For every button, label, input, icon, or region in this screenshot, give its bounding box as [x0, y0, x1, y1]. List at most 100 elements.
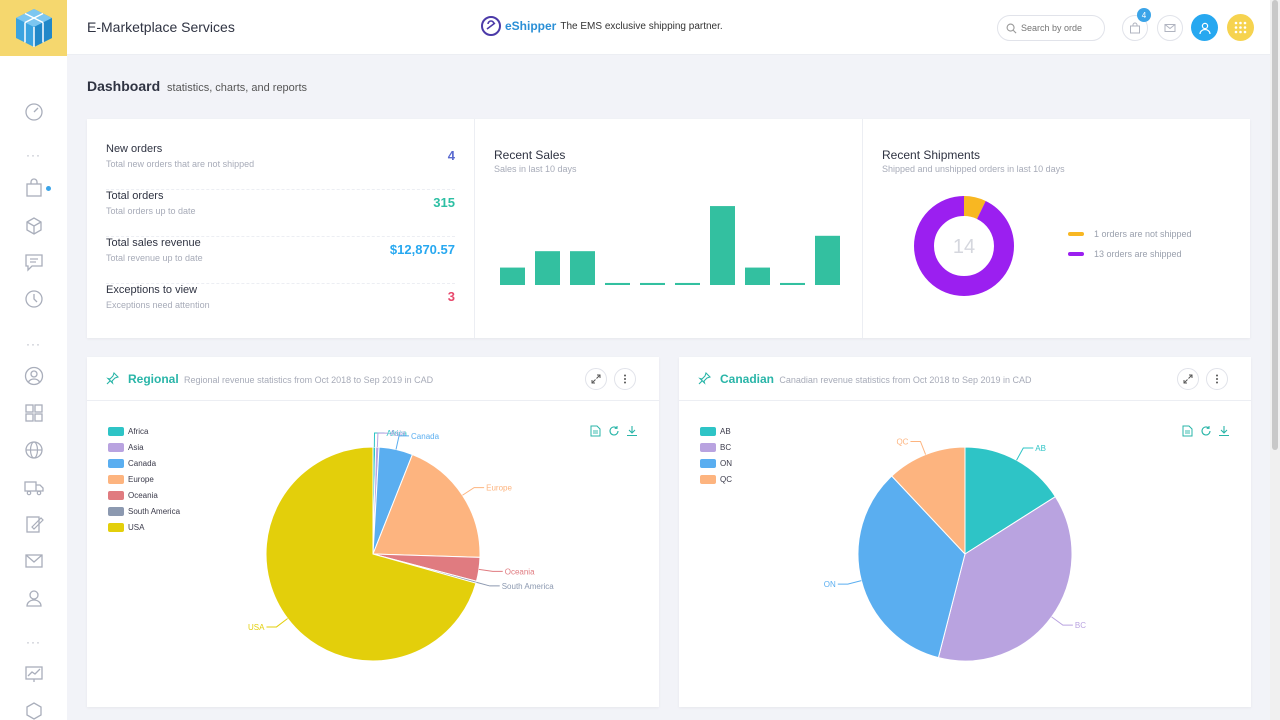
- kpi-total-orders[interactable]: Total orders Total orders up to date 315: [106, 190, 455, 237]
- legend-item-qc[interactable]: QC: [700, 471, 732, 487]
- edit-document-icon[interactable]: [0, 514, 67, 534]
- section-divider: ···: [26, 337, 41, 351]
- kpi-subtitle: Total new orders that are not shipped: [106, 159, 255, 169]
- pie-label-qc: QC: [896, 437, 908, 446]
- page-scrollbar[interactable]: [1270, 0, 1280, 720]
- box-icon[interactable]: [0, 700, 67, 720]
- globe-icon[interactable]: [0, 440, 67, 460]
- stats-card: New orders Total new orders that are not…: [87, 119, 1250, 338]
- legend-item-africa[interactable]: Africa: [108, 423, 180, 439]
- sales-bar-3[interactable]: [570, 251, 595, 285]
- pie-leader-line: [910, 440, 927, 455]
- legend-swatch: [700, 426, 716, 436]
- kpi-value: 315: [433, 195, 455, 210]
- kpi-new-orders[interactable]: New orders Total new orders that are not…: [106, 143, 455, 190]
- pin-icon[interactable]: [106, 372, 119, 385]
- sales-bar-4[interactable]: [605, 282, 630, 285]
- legend-item-ab[interactable]: AB: [700, 423, 732, 439]
- regional-panel-header: Regional Regional revenue statistics fro…: [87, 357, 659, 401]
- pie-slice-on[interactable]: [857, 475, 966, 659]
- legend-item-south-america[interactable]: South America: [108, 503, 180, 519]
- legend-label: USA: [128, 522, 145, 532]
- legend-item-oceania[interactable]: Oceania: [108, 487, 180, 503]
- kpi-title: Total orders: [106, 190, 164, 202]
- download-button[interactable]: [1217, 424, 1230, 437]
- sales-bar-2[interactable]: [535, 251, 560, 285]
- apps-menu-button[interactable]: [1227, 14, 1254, 41]
- legend-item-on[interactable]: ON: [700, 455, 732, 471]
- legend-item-bc[interactable]: BC: [700, 439, 732, 455]
- legend-label: Asia: [128, 442, 144, 452]
- pie-slice-usa[interactable]: [265, 446, 477, 662]
- refresh-button[interactable]: [1199, 424, 1212, 437]
- pie-slice-bc[interactable]: [937, 495, 1073, 662]
- export-document-button[interactable]: [1181, 424, 1194, 437]
- dashboard-icon[interactable]: [0, 101, 67, 121]
- more-options-button[interactable]: [1206, 368, 1228, 390]
- contacts-icon[interactable]: [0, 588, 67, 608]
- mail-button[interactable]: [1157, 15, 1183, 41]
- pin-icon[interactable]: [698, 372, 711, 385]
- user-circle-icon[interactable]: [0, 366, 67, 386]
- user-avatar[interactable]: [1191, 14, 1218, 41]
- expand-icon: [1183, 374, 1193, 384]
- legend-swatch: [108, 490, 124, 500]
- legend-item-usa[interactable]: USA: [108, 519, 180, 535]
- shopping-bag-icon[interactable]: [0, 178, 67, 198]
- document-icon: [590, 425, 601, 436]
- pie-leader-line: [373, 432, 385, 448]
- kpi-exceptions[interactable]: Exceptions to view Exceptions need atten…: [106, 284, 455, 331]
- sales-bar-1[interactable]: [500, 267, 525, 285]
- message-icon[interactable]: [0, 252, 67, 272]
- sales-bar-8[interactable]: [745, 267, 770, 285]
- package-icon[interactable]: [0, 215, 67, 235]
- download-icon: [1218, 425, 1229, 436]
- mail-icon[interactable]: [0, 551, 67, 571]
- reports-icon[interactable]: [0, 664, 67, 684]
- expand-button[interactable]: [1177, 368, 1199, 390]
- cube-logo-icon: [15, 9, 52, 47]
- pie-slice-ab[interactable]: [964, 446, 1057, 555]
- partner-banner[interactable]: eShipper The EMS exclusive shipping part…: [481, 16, 723, 36]
- cart-button[interactable]: 4: [1122, 8, 1151, 41]
- app-logo[interactable]: [0, 0, 67, 56]
- legend-item-asia[interactable]: Asia: [108, 439, 180, 455]
- sales-bar-10[interactable]: [815, 235, 840, 285]
- refresh-button[interactable]: [607, 424, 620, 437]
- search-icon: [1006, 23, 1017, 33]
- scrollbar-thumb[interactable]: [1272, 0, 1278, 450]
- search-input[interactable]: [1021, 23, 1097, 33]
- sales-bar-9[interactable]: [780, 282, 805, 285]
- sales-bar-5[interactable]: [640, 282, 665, 285]
- search-box[interactable]: [997, 15, 1105, 41]
- pie-slice-europe[interactable]: [372, 453, 481, 558]
- page-title-text: Dashboard: [87, 78, 161, 94]
- grid-icon[interactable]: [0, 403, 67, 423]
- page-subtitle: statistics, charts, and reports: [167, 82, 308, 94]
- pie-leader-line: [395, 435, 410, 450]
- export-document-button[interactable]: [589, 424, 602, 437]
- history-icon[interactable]: [0, 289, 67, 309]
- pie-leader-line: [837, 580, 862, 585]
- donut-total-label: 14: [953, 236, 975, 258]
- recent-sales-title: Recent Sales: [494, 148, 566, 162]
- download-button[interactable]: [625, 424, 638, 437]
- sales-bar-7[interactable]: [710, 206, 735, 285]
- legend-item-canada[interactable]: Canada: [108, 455, 180, 471]
- truck-icon[interactable]: [0, 477, 67, 497]
- donut-slice-shipped[interactable]: [914, 196, 1014, 296]
- sidebar: ··· ··· ···: [0, 0, 67, 720]
- sales-bar-6[interactable]: [675, 282, 700, 285]
- more-options-button[interactable]: [614, 368, 636, 390]
- legend-label: Oceania: [128, 490, 158, 500]
- legend-item-europe[interactable]: Europe: [108, 471, 180, 487]
- pie-leader-line: [1016, 447, 1034, 461]
- expand-button[interactable]: [585, 368, 607, 390]
- pie-label-africa: Africa: [387, 429, 408, 438]
- canadian-pie-chart: AB BC ON QC: [824, 437, 1086, 662]
- expand-icon: [591, 374, 601, 384]
- pie-leader-line: [462, 487, 485, 496]
- document-icon: [1182, 425, 1193, 436]
- refresh-icon: [1200, 425, 1211, 435]
- kpi-total-sales-revenue[interactable]: Total sales revenue Total revenue up to …: [106, 237, 455, 284]
